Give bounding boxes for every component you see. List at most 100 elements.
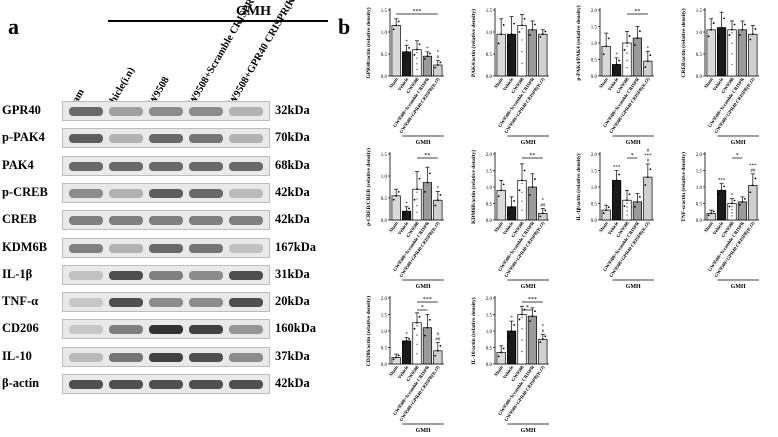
bar — [716, 27, 727, 77]
molecular-weight-label: 160kDa — [275, 321, 316, 336]
y-tick-label: 1.0 — [591, 186, 598, 191]
y-tick-label: 2.0 — [591, 9, 598, 14]
data-point — [508, 43, 510, 46]
blot-band — [229, 107, 263, 116]
bar — [632, 201, 643, 221]
bar-chart: TNF-α/actin (relative density) 0.0 0.5 1.0 1… — [680, 152, 759, 290]
significance-mark: * — [437, 51, 440, 56]
blot-band — [229, 380, 263, 389]
data-point — [426, 326, 429, 329]
data-point — [636, 200, 639, 203]
blot-band — [189, 188, 223, 198]
data-point — [510, 330, 513, 332]
bar-chart: CD206/actin (relative density) 0.0 0.5 1.0 1… — [365, 296, 444, 434]
data-point — [644, 184, 647, 186]
data-point — [497, 42, 500, 45]
bar-pattern-dot — [626, 206, 628, 208]
data-point — [424, 57, 426, 60]
data-point — [418, 43, 421, 46]
bar — [601, 45, 611, 77]
blot-band — [149, 270, 183, 280]
data-point — [723, 185, 725, 188]
data-point — [521, 313, 523, 316]
data-point — [397, 190, 400, 193]
bar-pattern-dot — [626, 59, 628, 62]
data-point — [707, 214, 710, 217]
blot-band — [189, 216, 223, 226]
data-point — [403, 212, 405, 215]
significance-label: * — [526, 305, 529, 311]
data-point — [434, 66, 437, 69]
x-tick-label: Sham — [389, 221, 400, 233]
blot-strip — [62, 346, 270, 367]
blot-band — [149, 161, 183, 171]
data-point — [397, 20, 400, 23]
data-point — [628, 193, 631, 196]
data-point — [534, 178, 536, 180]
bar-pattern-dot — [416, 68, 418, 71]
blot-band — [229, 270, 263, 280]
data-point — [408, 46, 410, 49]
data-point — [544, 30, 547, 33]
data-point — [413, 198, 416, 201]
y-axis-label: p-CREB/CREB (relative density) — [365, 148, 372, 226]
blot-strip — [62, 210, 270, 231]
y-tick-label: 1.0 — [591, 42, 598, 47]
bar — [538, 33, 548, 77]
data-point — [733, 23, 736, 26]
bar-chart: GPR40/actin (relative density) 0.0 0.5 1.0 1… — [365, 7, 444, 146]
y-tick-label: 0.0 — [381, 363, 388, 368]
significance-mark: # — [542, 329, 545, 334]
data-point — [741, 28, 744, 31]
data-point — [518, 31, 521, 33]
bar — [643, 60, 653, 77]
data-point — [502, 24, 505, 26]
data-point — [523, 169, 526, 172]
blot-band — [69, 188, 103, 198]
data-point — [605, 209, 608, 212]
x-tick-label: Sham — [704, 77, 715, 89]
y-tick-label: 1.0 — [696, 31, 703, 36]
y-axis-label: GPR40/actin (relative density) — [365, 7, 372, 78]
blot-row-label: p-CREB — [2, 184, 48, 199]
blot-band — [229, 243, 263, 253]
blot-row-label: IL-10 — [2, 348, 32, 363]
data-point — [718, 193, 720, 196]
blot-band — [69, 325, 103, 335]
bar — [517, 25, 527, 77]
significance-mark: ## — [540, 203, 546, 208]
y-tick-label: 0.5 — [486, 346, 493, 351]
y-axis-label: TNF-α/actin (relative density) — [680, 152, 687, 222]
bar-pattern-dot — [521, 182, 523, 185]
data-point — [646, 60, 649, 63]
gmh-group-label: GMH — [731, 140, 746, 146]
bar-pattern-dot — [416, 211, 418, 213]
x-tick-label: Sham — [599, 221, 610, 233]
blot-band — [109, 270, 143, 280]
data-point — [436, 64, 439, 66]
y-tick-label: 0.5 — [696, 202, 703, 207]
bar — [748, 33, 758, 77]
data-point — [502, 183, 505, 186]
x-tick-label: Sham — [704, 221, 715, 233]
y-tick-label: 1.5 — [591, 25, 598, 30]
data-point — [615, 63, 618, 66]
y-tick-label: 1.0 — [486, 330, 493, 335]
blot-band — [189, 270, 223, 280]
data-point — [639, 30, 641, 33]
molecular-weight-label: 70kDa — [275, 130, 310, 145]
data-point — [403, 54, 405, 57]
data-point — [510, 33, 513, 36]
data-point — [521, 24, 523, 27]
data-point — [529, 320, 531, 322]
blot-band — [229, 188, 263, 198]
bar — [611, 64, 622, 77]
significance-mark: # — [647, 149, 650, 154]
gmh-group-label: GMH — [626, 140, 641, 146]
y-tick-label: 1.5 — [486, 313, 493, 318]
data-point — [602, 53, 605, 56]
significance-label: * — [736, 153, 739, 159]
x-tick-label: Sham — [389, 77, 400, 89]
bar-pattern-dot — [626, 45, 628, 47]
blot-band — [109, 161, 143, 171]
